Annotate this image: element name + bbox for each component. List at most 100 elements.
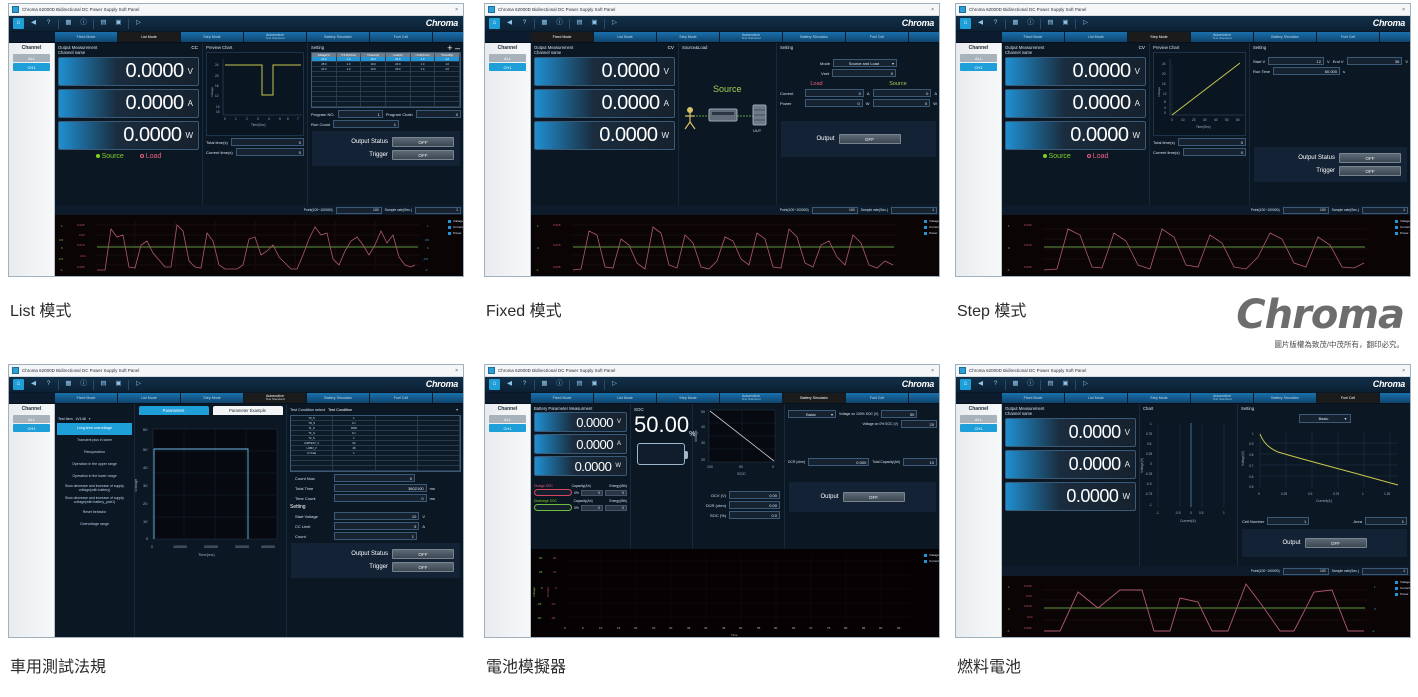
tab-list-mode[interactable]: List Mode — [118, 393, 181, 403]
add-row-icon[interactable]: + — [447, 43, 453, 53]
table-row[interactable]: .... — [291, 456, 460, 461]
trigger-toggle[interactable]: OFF — [392, 150, 454, 160]
help-icon[interactable]: ? — [46, 380, 51, 388]
run-icon[interactable]: ▷ — [1083, 380, 1088, 388]
tab-battery-simulator[interactable]: Battery Simulator — [307, 32, 370, 42]
list-item[interactable]: Slow decrease and increase of supply vol… — [65, 496, 124, 504]
tab-list-mode[interactable]: List Mode — [1065, 393, 1128, 403]
load-power-field[interactable]: 0 — [805, 99, 863, 107]
tab-fixed-mode[interactable]: Fixed Mode — [1002, 32, 1065, 42]
list-item[interactable]: Operation in the upper range — [72, 462, 117, 467]
channel-ch1-button[interactable]: CH1 — [489, 424, 526, 432]
channel-all-button[interactable]: ALL — [13, 54, 50, 62]
dcr-set-field[interactable]: 0.000 — [808, 458, 870, 466]
home-icon[interactable]: ⌂ — [13, 18, 24, 29]
point-field[interactable]: 100 — [1282, 567, 1329, 575]
point-field[interactable]: 100 — [335, 206, 382, 214]
info-icon[interactable]: ⓘ — [556, 19, 563, 27]
list-table[interactable]: Voltage(V) V.S.R(V/ms) Timeon(s) Load(A)… — [311, 52, 461, 108]
total-time-field[interactable]: 0 — [230, 138, 304, 146]
table-row[interactable]: ...... — [312, 102, 461, 107]
save-icon[interactable]: ▤ — [100, 380, 107, 388]
tab-step-mode[interactable]: Step Mode — [181, 32, 244, 42]
tab-automotive[interactable]: Automotive Test Standard — [244, 393, 307, 403]
total-time-field[interactable]: 0 — [1177, 138, 1246, 146]
run-icon[interactable]: ▷ — [612, 19, 617, 27]
table-row[interactable]: U48N_V 48 — [291, 446, 460, 451]
help-icon[interactable]: ? — [522, 380, 527, 388]
back-icon[interactable]: ◀ — [978, 19, 983, 27]
table-row[interactable]: TF_S 0.1 — [291, 431, 460, 436]
chevron-down-icon[interactable]: ▾ — [456, 408, 458, 412]
table-row[interactable]: 28.0 1.0 10.0 20.0 1.0 1.0 — [312, 62, 461, 67]
output-toggle[interactable]: OFF — [1304, 538, 1367, 548]
tab-fixed-mode[interactable]: Fixed Mode — [55, 32, 118, 42]
tab-automotive[interactable]: Automotive Test Standard — [244, 32, 307, 42]
tab-fixed-mode[interactable]: Fixed Mode — [531, 393, 594, 403]
channel-ch1-button[interactable]: CH1 — [13, 424, 50, 432]
subtab-parameter-example[interactable]: Parameter Example — [212, 406, 283, 415]
tab-automotive[interactable]: Automotive Test Standard — [1191, 393, 1254, 403]
tab-fuel-cell[interactable]: Fuel Cell — [1317, 393, 1380, 403]
tab-step-mode[interactable]: Step Mode — [1128, 393, 1191, 403]
close-icon[interactable]: × — [455, 6, 458, 13]
open-icon[interactable]: ▣ — [591, 19, 598, 27]
output-toggle[interactable]: OFF — [842, 492, 905, 502]
channel-ch1-button[interactable]: CH1 — [489, 63, 526, 71]
table-row[interactable]: .... — [291, 466, 460, 471]
source-current-field[interactable]: 0 — [872, 89, 932, 97]
output-status-toggle[interactable]: OFF — [1339, 153, 1401, 163]
info-icon[interactable]: ⓘ — [80, 380, 87, 388]
save-icon[interactable]: ▤ — [1047, 380, 1054, 388]
info-icon[interactable]: ⓘ — [556, 380, 563, 388]
sample-rate-field[interactable]: 1 — [415, 206, 461, 214]
tab-fixed-mode[interactable]: Fixed Mode — [55, 393, 118, 403]
tab-battery-simulator[interactable]: Battery Simulator — [1254, 32, 1317, 42]
tab-step-mode[interactable]: Step Mode — [181, 393, 244, 403]
back-icon[interactable]: ◀ — [31, 380, 36, 388]
channel-all-button[interactable]: ALL — [489, 54, 526, 62]
tab-list-mode[interactable]: List Mode — [594, 32, 657, 42]
help-icon[interactable]: ? — [993, 19, 998, 27]
back-icon[interactable]: ◀ — [507, 380, 512, 388]
info-icon[interactable]: ⓘ — [1027, 19, 1034, 27]
mode-select[interactable]: Basic ▾ — [1298, 414, 1351, 423]
info-icon[interactable]: ⓘ — [80, 19, 87, 27]
mode-select[interactable]: Basic ▾ — [788, 410, 836, 418]
close-icon[interactable]: × — [1402, 6, 1405, 13]
display-icon[interactable]: ▦ — [541, 19, 548, 27]
channel-ch1-button[interactable]: CH1 — [13, 63, 50, 71]
output-toggle[interactable]: OFF — [838, 134, 901, 144]
run-icon[interactable]: ▷ — [612, 380, 617, 388]
load-current-field[interactable]: 0 — [805, 89, 864, 97]
table-row[interactable]: 24.0 1.0 10.0 20.0 1.0 2.0 — [312, 67, 461, 72]
table-row[interactable]: T0_S 1 — [291, 416, 460, 421]
table-row[interactable]: .... — [291, 461, 460, 466]
table-row[interactable]: CYCLE 1 — [291, 451, 460, 456]
table-row[interactable]: ...... — [312, 87, 461, 92]
help-icon[interactable]: ? — [46, 19, 51, 27]
list-item[interactable]: Operation in the lower range — [72, 474, 117, 479]
open-icon[interactable]: ▣ — [115, 19, 122, 27]
list-item[interactable]: Reset behavior — [82, 510, 107, 515]
table-row[interactable]: 24.0 1.0 10.0 20.0 1.0 1.0 — [312, 57, 461, 62]
open-icon[interactable]: ▣ — [115, 380, 122, 388]
sample-rate-field[interactable]: 1 — [1362, 206, 1408, 214]
vset-field[interactable]: 0 — [832, 69, 896, 77]
tab-battery-simulator[interactable]: Battery Simulator — [783, 32, 846, 42]
start-v-field[interactable]: 12 — [1268, 57, 1324, 65]
list-item[interactable]: Long-term overvoltage — [57, 423, 132, 435]
back-icon[interactable]: ◀ — [31, 19, 36, 27]
table-row[interactable]: ...... — [312, 92, 461, 97]
info-icon[interactable]: ⓘ — [1027, 380, 1034, 388]
table-row[interactable]: T1_S 3600 — [291, 426, 460, 431]
trigger-toggle[interactable]: OFF — [392, 562, 454, 572]
chevron-down-icon[interactable]: ▾ — [88, 417, 91, 421]
close-icon[interactable]: × — [455, 367, 458, 374]
cell-number-field[interactable]: 1 — [1267, 517, 1310, 525]
table-row[interactable]: U48TEST_V 60 — [291, 441, 460, 446]
area-field[interactable]: 1 — [1365, 517, 1407, 525]
tab-fuel-cell[interactable]: Fuel Cell — [1317, 32, 1380, 42]
close-icon[interactable]: × — [931, 367, 934, 374]
save-icon[interactable]: ▤ — [576, 19, 583, 27]
